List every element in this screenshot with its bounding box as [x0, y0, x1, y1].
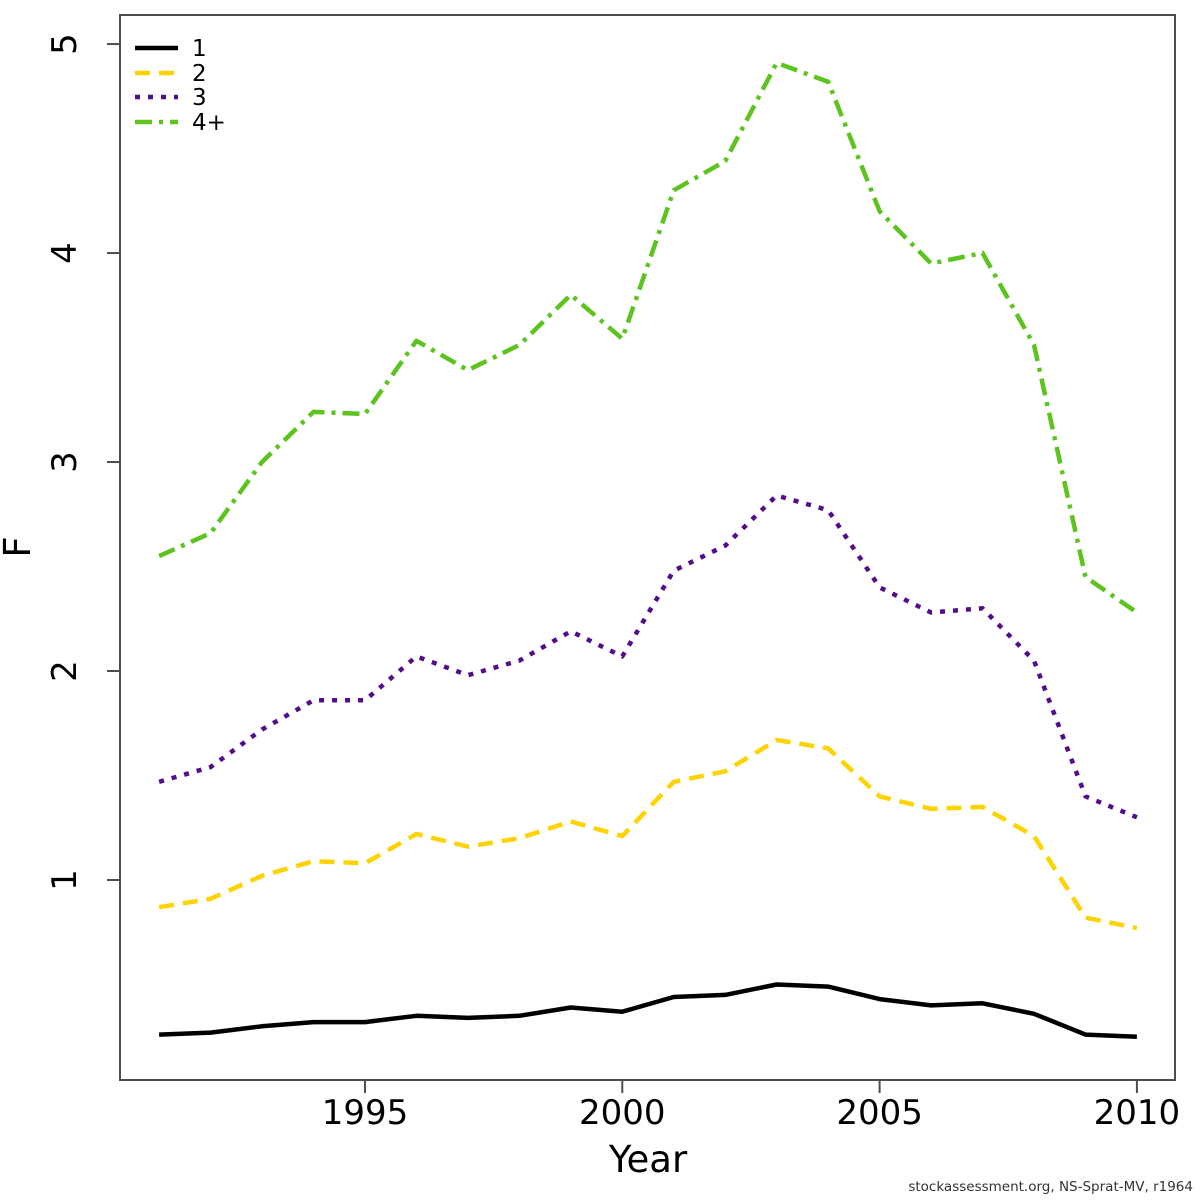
plot-border-box: [119, 14, 1176, 1081]
x-tick-label: 2005: [836, 1093, 923, 1133]
y-tick-label: 4: [45, 242, 85, 264]
legend-label: 4+: [192, 110, 226, 136]
y-tick-label: 1: [45, 869, 85, 891]
legend-label: 2: [192, 61, 207, 87]
series-line-age-4+: [158, 60, 1139, 615]
y-axis: 1 2 3 4 5: [45, 33, 120, 891]
legend-label: 1: [192, 36, 207, 62]
x-axis: 1995 2000 2005 2010: [322, 1080, 1180, 1133]
series-line-age-3: [158, 493, 1138, 820]
y-axis-label: F: [0, 536, 39, 557]
y-tick-label: 3: [45, 451, 85, 473]
y-tick-label: 5: [45, 33, 85, 55]
x-tick-label: 2000: [579, 1093, 666, 1133]
x-tick-label: 1995: [322, 1093, 409, 1133]
footer-text: stockassessment.org, NS-Sprat-MV, r1964: [908, 1179, 1193, 1195]
x-tick-label: 2010: [1094, 1093, 1181, 1133]
legend-label: 3: [192, 85, 207, 111]
x-axis-label: Year: [608, 1138, 688, 1181]
series-line-age-1: [159, 982, 1137, 1039]
series-lines: [158, 60, 1139, 1039]
series-line-age-2: [158, 737, 1138, 931]
y-tick-label: 2: [45, 660, 85, 682]
